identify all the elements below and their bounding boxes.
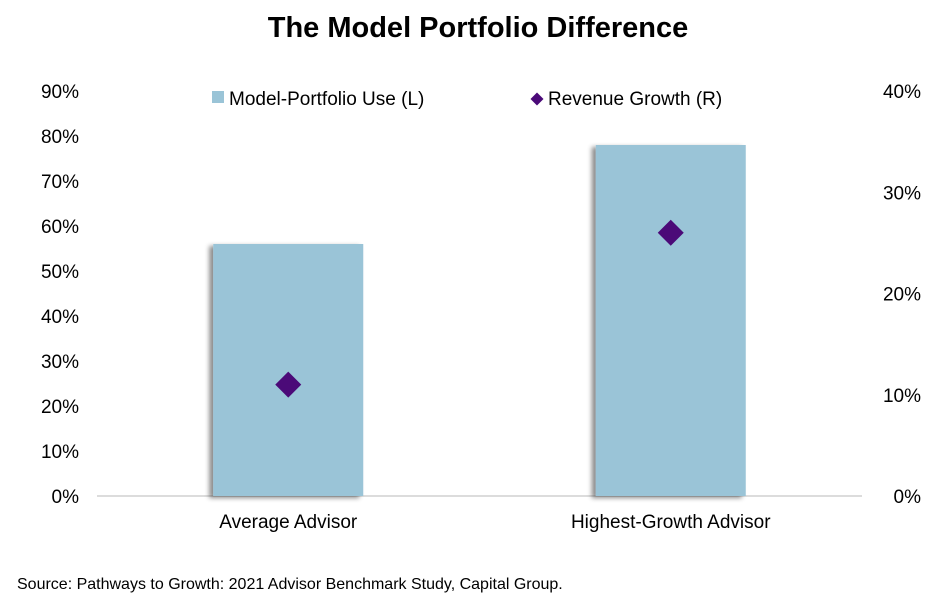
category-labels: Average Advisor Highest-Growth Advisor	[219, 512, 771, 533]
left-tick-label: 80%	[41, 127, 79, 148]
category-label: Average Advisor	[219, 512, 358, 533]
chart-title: The Model Portfolio Difference	[267, 12, 689, 44]
revenue-growth-marker	[275, 371, 302, 398]
legend-swatch-revenue-growth	[530, 92, 544, 106]
right-axis: 0% 10% 20% 30% 40%	[883, 82, 921, 508]
left-tick-label: 90%	[41, 82, 79, 103]
left-tick-label: 40%	[41, 307, 79, 328]
source-note: Source: Pathways to Growth: 2021 Advisor…	[17, 576, 563, 593]
legend-label-model-portfolio-use: Model-Portfolio Use (L)	[229, 89, 424, 110]
left-tick-label: 30%	[41, 352, 79, 373]
bars	[213, 145, 746, 496]
bar	[595, 145, 746, 496]
right-tick-label: 20%	[883, 285, 921, 306]
right-tick-label: 0%	[894, 487, 922, 508]
left-axis: 0% 10% 20% 30% 40% 50% 60% 70% 80% 90%	[41, 82, 79, 508]
markers	[275, 219, 684, 398]
left-tick-label: 60%	[41, 217, 79, 238]
right-tick-label: 40%	[883, 82, 921, 103]
right-tick-label: 30%	[883, 183, 921, 204]
legend-swatch-model-portfolio-use	[212, 91, 224, 103]
left-tick-label: 0%	[52, 487, 80, 508]
category-label: Highest-Growth Advisor	[571, 512, 771, 533]
legend: Model-Portfolio Use (L) Revenue Growth (…	[212, 89, 722, 110]
legend-label-revenue-growth: Revenue Growth (R)	[548, 89, 722, 110]
left-tick-label: 20%	[41, 397, 79, 418]
revenue-growth-marker	[657, 219, 684, 246]
right-tick-label: 10%	[883, 386, 921, 407]
left-tick-label: 10%	[41, 442, 79, 463]
left-tick-label: 50%	[41, 262, 79, 283]
bar	[213, 244, 364, 496]
left-tick-label: 70%	[41, 172, 79, 193]
